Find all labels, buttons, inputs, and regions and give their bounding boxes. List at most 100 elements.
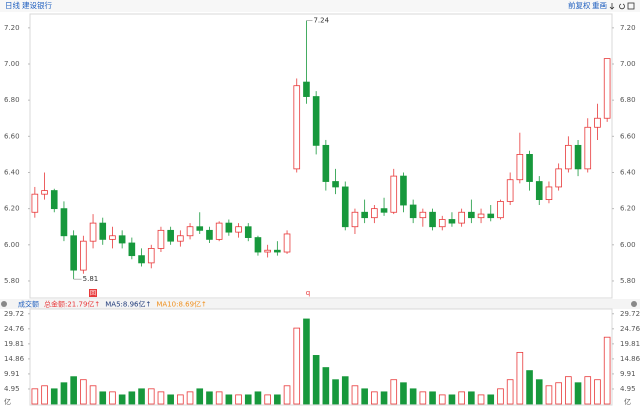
volume-bar <box>147 388 155 405</box>
y-tick-label: 6.00 <box>620 241 636 249</box>
y-tick-label: 29.72 <box>4 310 24 318</box>
volume-bar <box>409 388 417 405</box>
y-tick-label: 6.60 <box>4 132 20 140</box>
candle-body <box>535 181 543 201</box>
y-tick-label: 6.20 <box>4 205 20 213</box>
candle-body <box>361 211 368 219</box>
volume-bar <box>50 388 58 405</box>
candle-body <box>351 211 359 228</box>
y-tick-label: 24.76 <box>4 325 25 333</box>
candle-body <box>167 229 174 242</box>
volume-bar <box>177 394 184 405</box>
volume-frame <box>29 308 613 406</box>
y-tick-label: 6.60 <box>620 132 636 140</box>
candle-body <box>254 237 262 253</box>
candle-body <box>138 255 145 264</box>
volume-bar <box>70 376 77 405</box>
y-tick-label: 9.91 <box>620 370 636 378</box>
volume-bar <box>555 382 562 405</box>
candle-body <box>186 226 194 237</box>
volume-bar <box>477 394 485 405</box>
candle-body <box>264 249 271 253</box>
candle-body <box>225 222 233 233</box>
volume-bar <box>371 391 378 405</box>
candle-body <box>506 179 514 202</box>
volume-bar <box>594 379 601 405</box>
candle-body <box>429 211 436 228</box>
volume-bar <box>128 391 136 405</box>
candle-body <box>312 96 320 146</box>
volume-bar <box>497 388 504 405</box>
candle-body <box>380 208 388 213</box>
y-tick-label: 4.95 <box>4 385 20 393</box>
volume-bar <box>584 376 592 405</box>
y-tick-label: 6.80 <box>620 96 636 104</box>
candle-body <box>109 235 116 240</box>
volume-bar <box>419 391 427 405</box>
volume-bar <box>293 327 301 405</box>
candle-body <box>594 117 601 128</box>
stock-name[interactable]: 建设银行 <box>22 0 52 10</box>
candle-body <box>458 211 465 224</box>
candle-body <box>545 186 553 201</box>
volume-bar <box>80 379 87 405</box>
redraw-button[interactable]: 重画 <box>592 1 607 10</box>
candle-body <box>371 208 378 219</box>
candle-body <box>41 190 48 195</box>
volume-bar <box>351 385 359 405</box>
candle-body <box>468 211 475 219</box>
volume-bar <box>390 379 398 405</box>
candle-body <box>215 222 223 240</box>
y-tick-label: 6.40 <box>4 168 20 176</box>
volume-header <box>0 299 640 309</box>
y-tick-label: 5.80 <box>4 277 20 285</box>
y-tick-label: 7.00 <box>620 60 636 68</box>
volume-bar <box>206 391 213 405</box>
volume-bar <box>312 355 320 405</box>
candle-body <box>206 229 213 240</box>
y-tick-label: 24.76 <box>620 325 640 333</box>
candle-body <box>565 144 572 170</box>
volume-bar <box>264 394 271 405</box>
volume-bar <box>31 388 39 405</box>
volume-bar <box>516 351 524 405</box>
volume-bar <box>215 391 223 405</box>
candle-body <box>603 58 611 119</box>
close-button[interactable] <box>631 301 637 307</box>
y-tick-label: 7.00 <box>4 60 20 68</box>
candle-body <box>196 226 204 231</box>
candle-body <box>574 144 582 170</box>
y-tick-label: 9.91 <box>4 370 20 378</box>
toolbar-icons <box>609 2 635 10</box>
candle-body <box>448 219 456 224</box>
candle-body <box>157 229 165 249</box>
candle-body <box>555 168 562 188</box>
volume-bar <box>468 391 475 405</box>
y-tick-label: 7.20 <box>4 24 20 32</box>
y-tick-label: 14.86 <box>4 355 25 363</box>
period-button[interactable]: 日线 <box>5 0 20 10</box>
volume-bar <box>322 367 330 405</box>
high-annotation: 7.24 <box>313 17 329 25</box>
volume-bar <box>60 382 68 405</box>
candle-body <box>99 222 107 240</box>
y-tick-label: 29.72 <box>620 310 640 318</box>
volume-bar <box>332 379 339 405</box>
volume-bar <box>254 391 262 405</box>
volume-bar <box>89 385 97 405</box>
candle-body <box>70 235 77 271</box>
candle-body <box>244 226 252 238</box>
legend-entry: MA10:8.69亿↑ <box>156 300 207 309</box>
collapse-button[interactable] <box>1 301 7 307</box>
y-tick-label: 5.80 <box>620 277 636 285</box>
candle-body <box>118 235 126 244</box>
volume-bar <box>526 370 533 405</box>
y-unit: 亿 <box>624 397 631 406</box>
toolbar <box>0 0 640 12</box>
y-tick-label: 6.80 <box>4 96 20 104</box>
volume-bar <box>225 394 233 405</box>
adjust-button[interactable]: 前复权 <box>568 0 591 10</box>
candle-body <box>283 233 291 253</box>
volume-bar <box>167 394 174 405</box>
